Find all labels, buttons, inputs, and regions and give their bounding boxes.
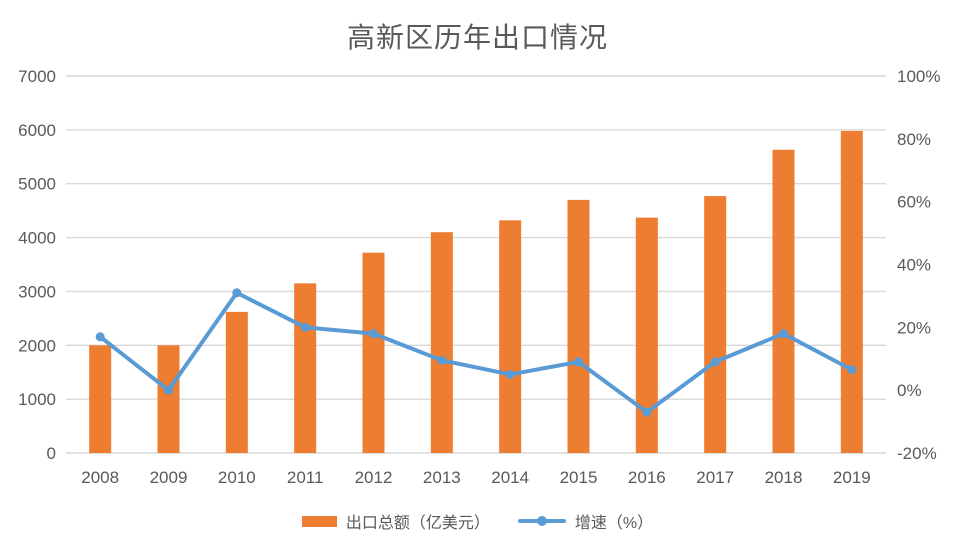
- right-axis-tick: 0%: [897, 381, 922, 400]
- bar-2010: [225, 311, 248, 453]
- line-marker-2012: [369, 329, 378, 339]
- line-marker-2019: [847, 365, 857, 375]
- bar-2009: [157, 345, 180, 453]
- left-axis-tick: 3000: [18, 282, 56, 301]
- left-axis-tick: 6000: [18, 121, 56, 140]
- line-marker-2018: [779, 329, 788, 339]
- growth-line: [98, 290, 854, 415]
- line-marker-2008: [95, 332, 105, 342]
- left-axis-tick: 4000: [18, 229, 56, 248]
- right-axis-tick: -20%: [897, 444, 937, 463]
- bar-2019: [840, 130, 863, 454]
- right-axis-tick: 100%: [897, 67, 940, 86]
- left-axis-tick: 0: [47, 444, 56, 463]
- legend-line-label: 增速（%）: [574, 515, 654, 532]
- x-axis-label: 2019: [833, 468, 871, 487]
- chart-title: 高新区历年出口情况: [346, 23, 608, 54]
- legend-line-swatch-icon: [517, 516, 566, 526]
- right-axis-tick: 80%: [897, 130, 931, 149]
- bar-2018: [772, 149, 795, 453]
- x-axis-label: 2013: [423, 468, 461, 487]
- x-axis-label: 2009: [150, 468, 188, 487]
- bar-2011: [294, 283, 317, 453]
- x-axis-label: 2018: [765, 468, 803, 487]
- chart-legend: 出口总额（亿美元） 增速（%）: [0, 508, 955, 534]
- x-axis-label: 2008: [81, 468, 119, 487]
- chart-plot-area: 0 1000 2000 3000 4000 5000 6000 7000 -20% 0% 20% 40…: [18, 67, 940, 487]
- right-axis-tick: 60%: [897, 193, 931, 212]
- left-axis-tick: 1000: [18, 390, 56, 409]
- legend-bar-swatch-icon: [301, 515, 337, 527]
- line-marker-2014: [505, 369, 515, 379]
- right-axis-tick: 40%: [897, 256, 931, 275]
- x-axis-label: 2017: [696, 468, 734, 487]
- left-axis-tick: 7000: [18, 67, 56, 86]
- line-marker-2010: [232, 288, 242, 298]
- left-axis-tick: 5000: [18, 175, 56, 194]
- x-axis-label: 2010: [218, 468, 256, 487]
- bar-2013: [430, 232, 453, 453]
- line-marker-2013: [437, 355, 447, 365]
- bar-2016: [635, 217, 658, 453]
- line-marker-2011: [300, 322, 310, 332]
- legend-bar-label: 出口总额（亿美元）: [345, 515, 490, 532]
- line-marker-2009: [164, 385, 173, 395]
- legend-line-marker-icon: [536, 516, 547, 526]
- bar-2017: [704, 196, 727, 453]
- x-axis-label: 2014: [491, 468, 529, 487]
- line-marker-2016: [642, 407, 652, 417]
- x-axis-label: 2012: [355, 468, 393, 487]
- x-axis-label: 2011: [287, 468, 324, 487]
- line-marker-2017: [710, 357, 720, 367]
- left-axis-tick: 2000: [18, 336, 56, 355]
- x-axis-label: 2015: [560, 468, 598, 487]
- right-axis-tick: 20%: [897, 318, 931, 337]
- bar-2008: [89, 345, 112, 453]
- x-axis-label: 2016: [628, 468, 666, 487]
- bar-2012: [362, 252, 385, 453]
- bar-2014: [499, 220, 522, 453]
- bar-2015: [567, 199, 590, 453]
- line-marker-2015: [574, 357, 583, 367]
